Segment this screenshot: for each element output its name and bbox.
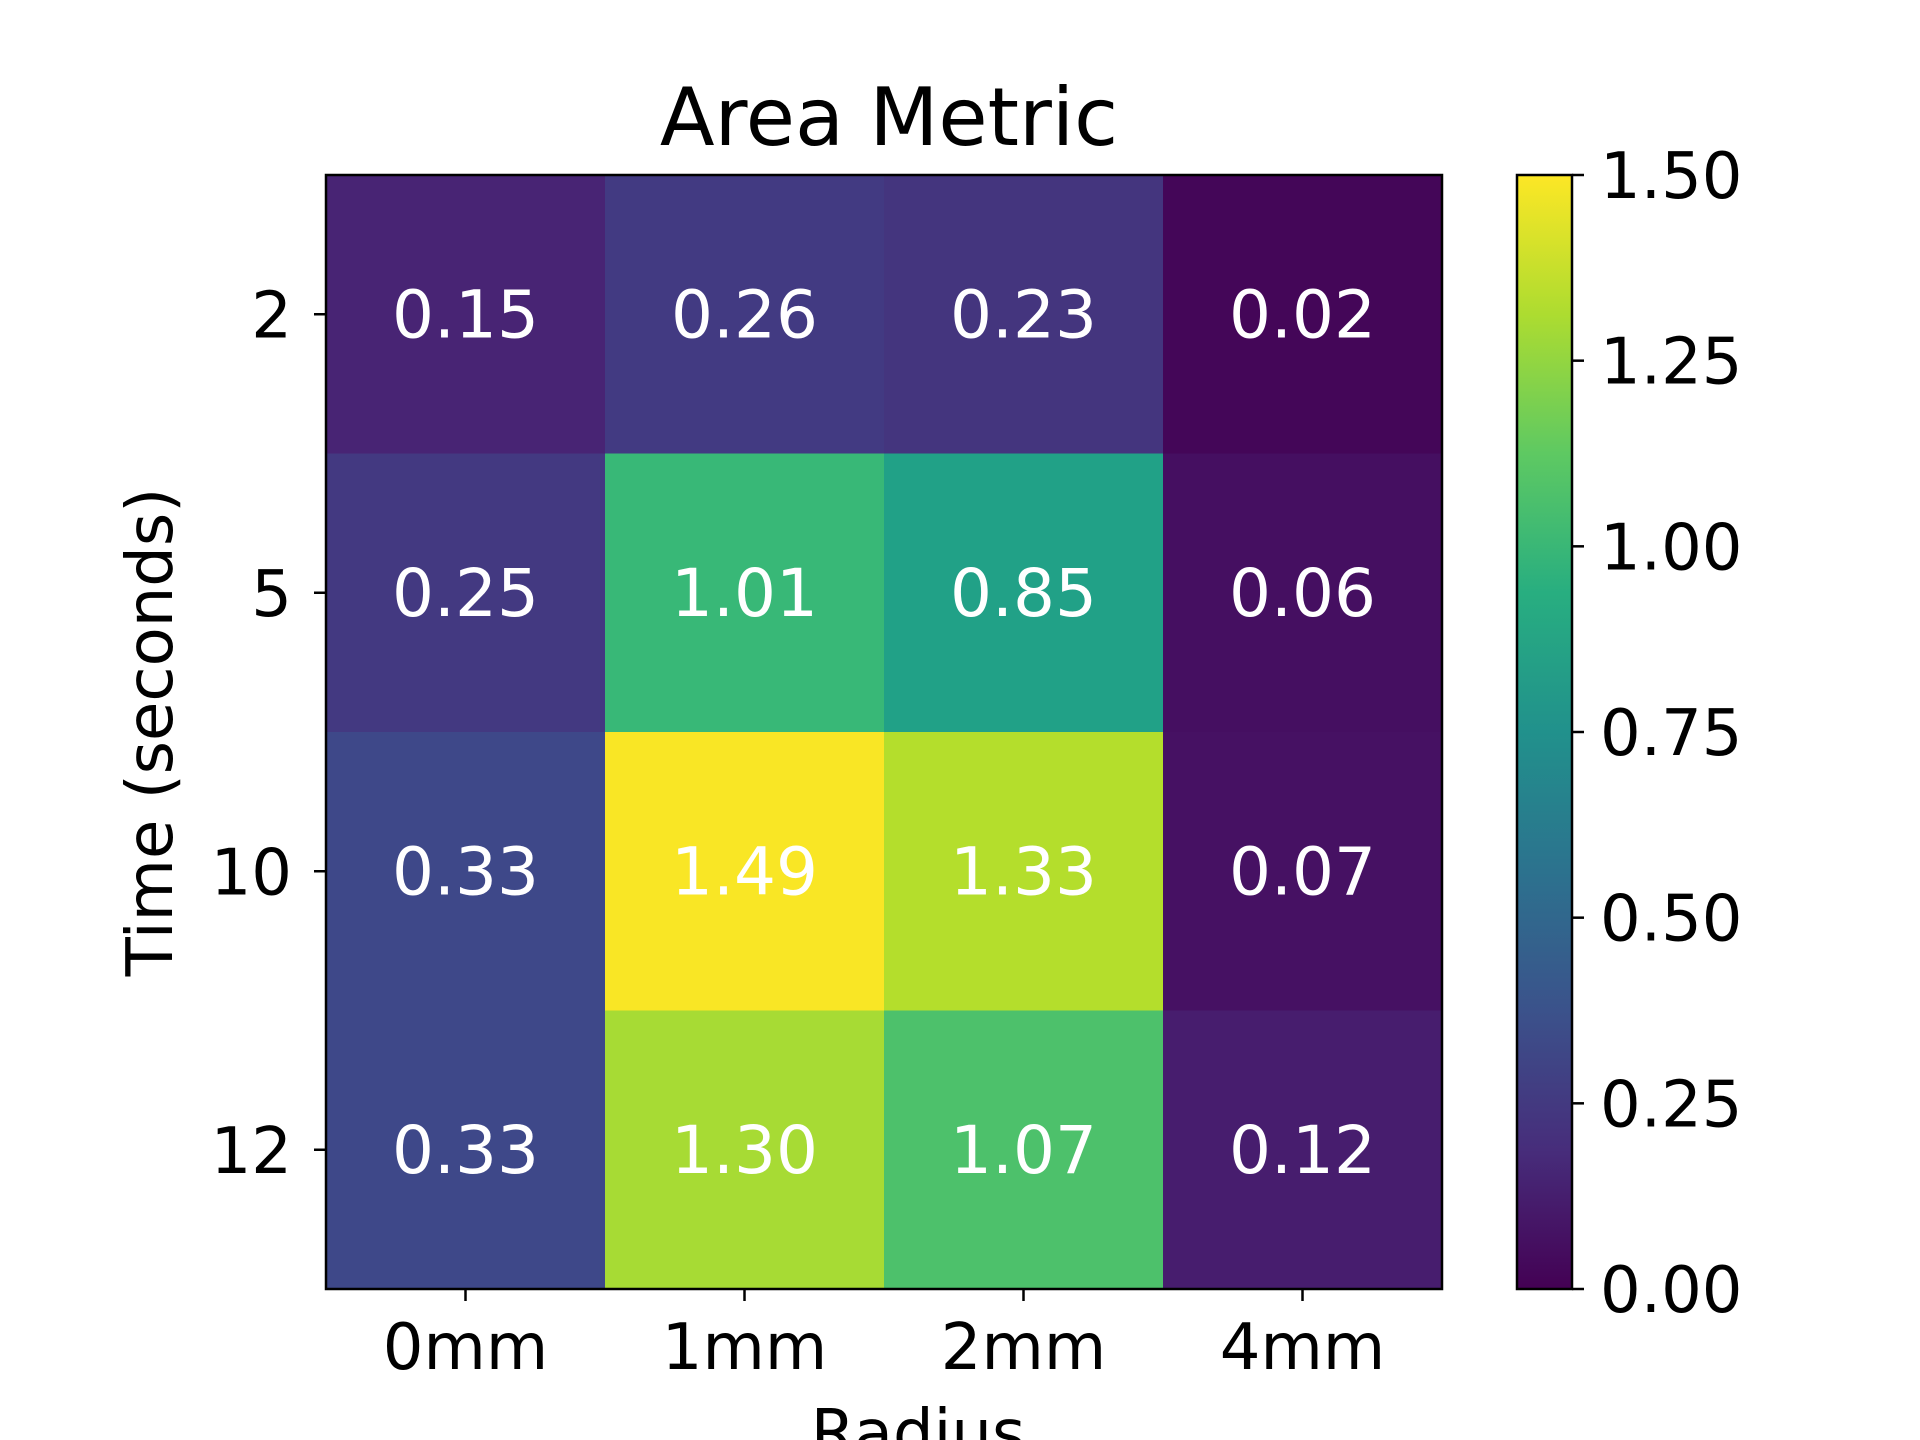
y-tick-label: 5 xyxy=(251,558,292,632)
x-axis-label: Radius xyxy=(811,1397,1026,1440)
cell-value-label: 1.33 xyxy=(950,833,1097,910)
x-tick-label: 2mm xyxy=(941,1311,1106,1385)
colorbar-tick-label: 1.50 xyxy=(1600,140,1743,214)
cell-value-label: 0.85 xyxy=(950,555,1097,632)
colorbar-tick-label: 1.00 xyxy=(1600,511,1743,585)
heatmap-cell xyxy=(605,732,885,1011)
heatmap-cell-labels: 0.15 0.26 0.23 0.02 0.25 1.01 0.85 0.06 0.33 1.49… xyxy=(392,276,1376,1189)
cell-value-label: 0.02 xyxy=(1229,276,1376,353)
heatmap-cell xyxy=(1163,453,1443,733)
heatmap-cell xyxy=(605,1010,885,1290)
colorbar-tick-label: 0.75 xyxy=(1600,697,1743,771)
heatmap-cell xyxy=(326,732,606,1011)
cell-value-label: 0.26 xyxy=(671,276,818,353)
heatmap-cell xyxy=(1163,1010,1443,1290)
heatmap-cell xyxy=(884,732,1164,1011)
cell-value-label: 0.23 xyxy=(950,276,1097,353)
cell-value-label: 0.12 xyxy=(1229,1112,1376,1189)
cell-value-label: 1.30 xyxy=(671,1112,818,1189)
plot-frame xyxy=(324,173,1444,1291)
y-tick-label: 12 xyxy=(211,1115,292,1189)
colorbar-ticks: 0.00 0.25 0.50 0.75 1.00 1.25 1.50 xyxy=(1572,140,1743,1328)
heatmap-cell xyxy=(884,453,1164,733)
x-tick-label: 4mm xyxy=(1220,1311,1385,1385)
heatmap-cell xyxy=(326,453,606,733)
colorbar-tick-label: 0.25 xyxy=(1600,1068,1743,1142)
cell-value-label: 0.25 xyxy=(392,555,539,632)
heatmap-cells xyxy=(326,175,1443,1290)
colorbar xyxy=(1515,173,1574,1291)
chart-title: Area Metric xyxy=(660,71,1118,164)
cell-value-label: 0.33 xyxy=(392,833,539,910)
cell-value-label: 1.07 xyxy=(950,1112,1097,1189)
heatmap-cell xyxy=(1163,732,1443,1011)
heatmap-cell xyxy=(326,1010,606,1290)
x-axis-ticks: 0mm 1mm 2mm 4mm xyxy=(383,1289,1385,1385)
heatmap-cell xyxy=(605,175,885,454)
cell-value-label: 0.15 xyxy=(392,276,539,353)
x-tick-label: 1mm xyxy=(662,1311,827,1385)
x-tick-label: 0mm xyxy=(383,1311,548,1385)
colorbar-tick-label: 1.25 xyxy=(1600,326,1743,400)
heatmap-cell xyxy=(326,175,606,454)
cell-value-label: 1.01 xyxy=(671,555,818,632)
cell-value-label: 0.33 xyxy=(392,1112,539,1189)
cell-value-label: 1.49 xyxy=(671,833,818,910)
heatmap-cell xyxy=(605,453,885,733)
y-tick-label: 10 xyxy=(211,836,292,910)
heatmap-cell xyxy=(884,175,1164,454)
y-axis-label: Time (seconds) xyxy=(114,488,188,978)
cell-value-label: 0.06 xyxy=(1229,555,1376,632)
colorbar-tick-label: 0.50 xyxy=(1600,883,1743,957)
colorbar-tick-label: 0.00 xyxy=(1600,1254,1743,1328)
heatmap-cell xyxy=(1163,175,1443,454)
y-tick-label: 2 xyxy=(251,279,292,353)
cell-value-label: 0.07 xyxy=(1229,833,1376,910)
y-axis-ticks: 2 5 10 12 xyxy=(211,279,326,1189)
heatmap-cell xyxy=(884,1010,1164,1290)
